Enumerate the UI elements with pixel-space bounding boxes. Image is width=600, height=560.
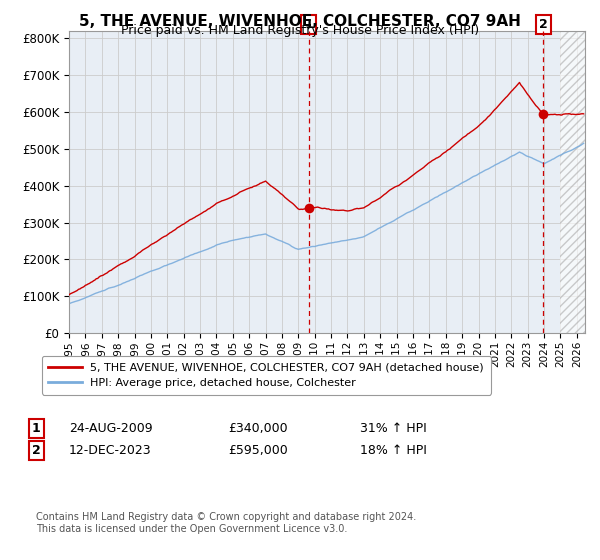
Text: £340,000: £340,000	[228, 422, 287, 435]
Text: 5, THE AVENUE, WIVENHOE, COLCHESTER, CO7 9AH: 5, THE AVENUE, WIVENHOE, COLCHESTER, CO7…	[79, 14, 521, 29]
Text: £595,000: £595,000	[228, 444, 288, 458]
Text: 2: 2	[32, 444, 40, 458]
Text: 24-AUG-2009: 24-AUG-2009	[69, 422, 152, 435]
Text: Price paid vs. HM Land Registry's House Price Index (HPI): Price paid vs. HM Land Registry's House …	[121, 24, 479, 37]
Text: 31% ↑ HPI: 31% ↑ HPI	[360, 422, 427, 435]
Text: 2: 2	[539, 18, 548, 31]
Bar	[560, 31, 585, 333]
Text: 1: 1	[32, 422, 40, 435]
Text: Contains HM Land Registry data © Crown copyright and database right 2024.
This d: Contains HM Land Registry data © Crown c…	[36, 512, 416, 534]
Legend: 5, THE AVENUE, WIVENHOE, COLCHESTER, CO7 9AH (detached house), HPI: Average pric: 5, THE AVENUE, WIVENHOE, COLCHESTER, CO7…	[41, 356, 491, 395]
Text: 12-DEC-2023: 12-DEC-2023	[69, 444, 152, 458]
Text: 18% ↑ HPI: 18% ↑ HPI	[360, 444, 427, 458]
Text: 1: 1	[305, 18, 313, 31]
